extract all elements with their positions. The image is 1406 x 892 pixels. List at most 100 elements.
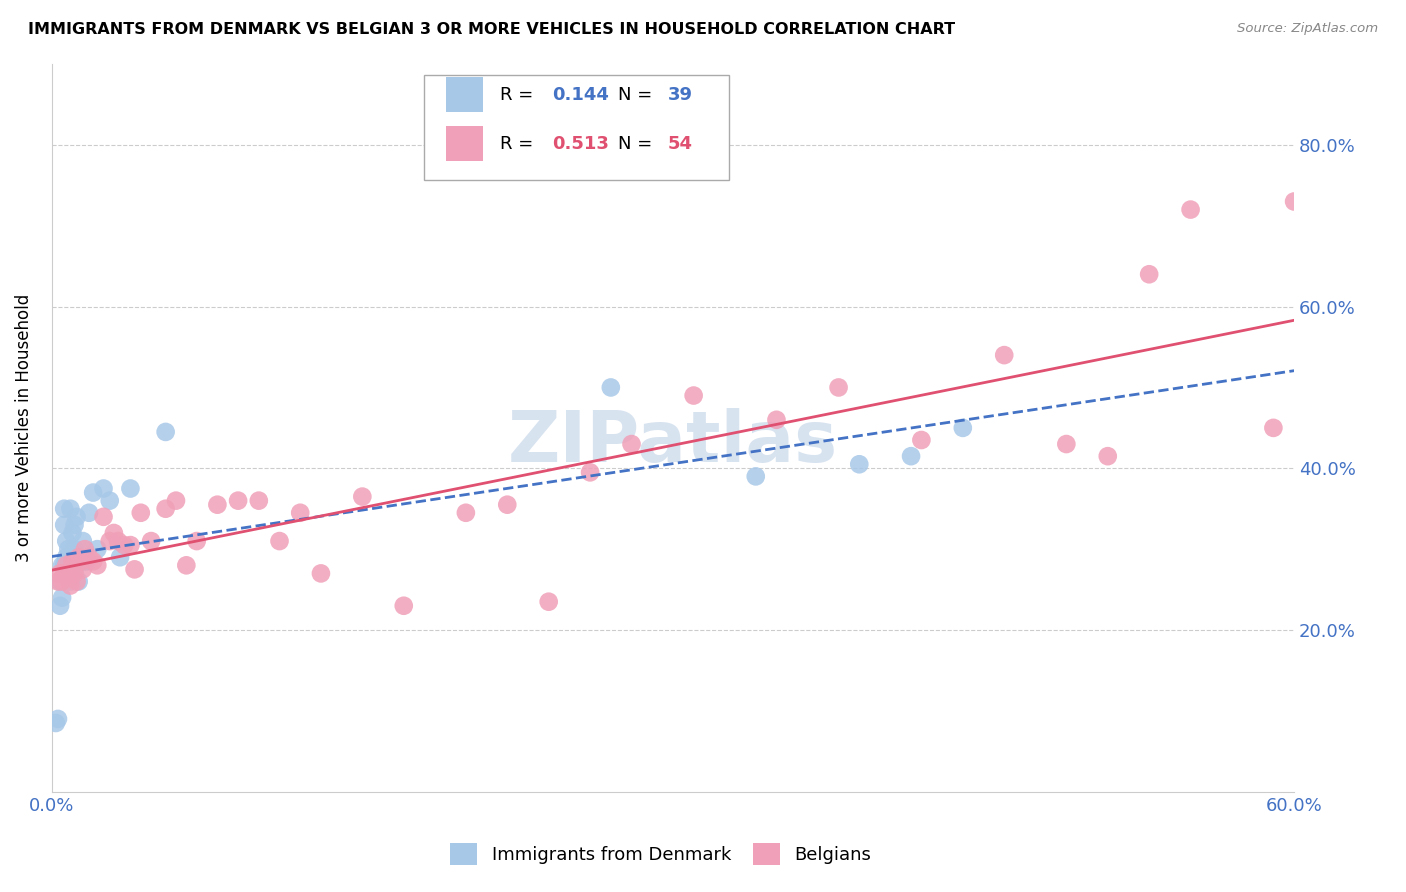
Point bbox=[107, 534, 129, 549]
Point bbox=[93, 482, 115, 496]
Legend: Immigrants from Denmark, Belgians: Immigrants from Denmark, Belgians bbox=[443, 836, 879, 872]
Point bbox=[76, 554, 98, 568]
Point bbox=[129, 506, 152, 520]
Point bbox=[58, 566, 80, 581]
Point bbox=[46, 712, 69, 726]
Point bbox=[226, 493, 249, 508]
Point bbox=[69, 554, 91, 568]
Point bbox=[98, 534, 121, 549]
Point bbox=[82, 485, 104, 500]
Point bbox=[62, 550, 84, 565]
Point bbox=[952, 421, 974, 435]
Point bbox=[352, 490, 374, 504]
Point bbox=[72, 562, 94, 576]
Point bbox=[1054, 437, 1077, 451]
Point bbox=[59, 574, 82, 589]
Point bbox=[45, 716, 67, 731]
Point bbox=[86, 558, 108, 573]
Point bbox=[72, 534, 94, 549]
Point bbox=[392, 599, 415, 613]
Point bbox=[58, 542, 80, 557]
Point bbox=[599, 380, 621, 394]
Point bbox=[155, 501, 177, 516]
Point bbox=[1097, 449, 1119, 463]
Point bbox=[51, 574, 73, 589]
Point bbox=[579, 466, 602, 480]
Text: R =: R = bbox=[501, 86, 540, 104]
Point bbox=[993, 348, 1015, 362]
FancyBboxPatch shape bbox=[425, 75, 728, 180]
Point bbox=[65, 574, 87, 589]
Point bbox=[186, 534, 208, 549]
Text: 39: 39 bbox=[668, 86, 693, 104]
Point bbox=[49, 574, 72, 589]
Point bbox=[247, 493, 270, 508]
Point bbox=[63, 542, 86, 557]
Point bbox=[55, 558, 77, 573]
Point bbox=[63, 566, 86, 581]
Point bbox=[120, 482, 142, 496]
Point bbox=[58, 566, 80, 581]
Point bbox=[155, 425, 177, 439]
Point bbox=[86, 542, 108, 557]
Point bbox=[63, 517, 86, 532]
Text: Source: ZipAtlas.com: Source: ZipAtlas.com bbox=[1237, 22, 1378, 36]
Point bbox=[120, 538, 142, 552]
Point bbox=[910, 433, 932, 447]
Point bbox=[98, 493, 121, 508]
Point bbox=[207, 498, 229, 512]
Text: R =: R = bbox=[501, 135, 540, 153]
Point bbox=[745, 469, 768, 483]
Point bbox=[1137, 267, 1160, 281]
Point bbox=[765, 413, 787, 427]
Point bbox=[77, 550, 100, 565]
Point bbox=[309, 566, 332, 581]
Point bbox=[53, 566, 76, 581]
Point bbox=[900, 449, 922, 463]
Point bbox=[69, 550, 91, 565]
Point bbox=[496, 498, 519, 512]
Point bbox=[67, 550, 90, 565]
Text: IMMIGRANTS FROM DENMARK VS BELGIAN 3 OR MORE VEHICLES IN HOUSEHOLD CORRELATION C: IMMIGRANTS FROM DENMARK VS BELGIAN 3 OR … bbox=[28, 22, 955, 37]
Point bbox=[176, 558, 198, 573]
FancyBboxPatch shape bbox=[446, 126, 482, 161]
Point bbox=[53, 558, 76, 573]
Point bbox=[1180, 202, 1202, 217]
Point bbox=[65, 509, 87, 524]
Text: 54: 54 bbox=[668, 135, 693, 153]
Point bbox=[454, 506, 477, 520]
Point bbox=[82, 554, 104, 568]
Point bbox=[1263, 421, 1285, 435]
Point bbox=[112, 538, 135, 552]
Point bbox=[59, 578, 82, 592]
Point bbox=[53, 517, 76, 532]
Point bbox=[67, 574, 90, 589]
Point bbox=[65, 558, 87, 573]
Point bbox=[55, 550, 77, 565]
Point bbox=[73, 542, 96, 557]
Point bbox=[108, 550, 131, 565]
Point bbox=[55, 534, 77, 549]
Point bbox=[269, 534, 291, 549]
Text: 0.144: 0.144 bbox=[553, 86, 609, 104]
Text: ZIPatlas: ZIPatlas bbox=[508, 408, 838, 477]
Point bbox=[77, 506, 100, 520]
Point bbox=[620, 437, 643, 451]
Text: N =: N = bbox=[619, 135, 658, 153]
Point bbox=[46, 574, 69, 589]
FancyBboxPatch shape bbox=[446, 77, 482, 112]
Point bbox=[1282, 194, 1305, 209]
Point bbox=[827, 380, 849, 394]
Point bbox=[51, 558, 73, 573]
Point bbox=[51, 591, 73, 605]
Point bbox=[139, 534, 162, 549]
Point bbox=[73, 554, 96, 568]
Point bbox=[848, 457, 870, 471]
Text: 0.513: 0.513 bbox=[553, 135, 609, 153]
Point bbox=[53, 501, 76, 516]
Point bbox=[49, 566, 72, 581]
Point bbox=[537, 595, 560, 609]
Point bbox=[59, 501, 82, 516]
Point bbox=[93, 509, 115, 524]
Point bbox=[49, 599, 72, 613]
